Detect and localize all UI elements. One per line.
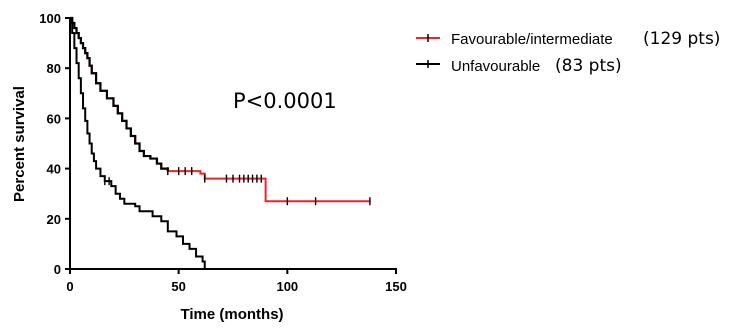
plot-area	[70, 16, 371, 269]
legend-count-favourable: (129 pts)	[643, 29, 720, 49]
y-tick-label-20: 20	[47, 212, 61, 227]
x-tick-label-100: 100	[276, 279, 298, 294]
y-axis-title: Percent survival	[11, 86, 28, 202]
x-tick-label-0: 0	[66, 279, 73, 294]
legend-entry-unfavourable: Unfavourable (83 pts)	[416, 56, 622, 76]
x-tick-label-50: 50	[171, 279, 185, 294]
legend-count-unfavourable: (83 pts)	[555, 56, 622, 76]
y-tick-label-0: 0	[54, 262, 61, 277]
axes: 0 20 40 60 80 100 0 50 100 150	[39, 11, 407, 294]
x-tick-label-150: 150	[385, 279, 407, 294]
y-tick-label-100: 100	[39, 11, 61, 26]
y-tick-label-40: 40	[47, 162, 61, 177]
p-value-annotation: P<0.0001	[233, 89, 337, 113]
y-tick-label-80: 80	[47, 61, 61, 76]
y-tick-label-60: 60	[47, 111, 61, 126]
survival-curve-unfavourable	[70, 17, 206, 269]
survival-curve-favourable-early-segment	[70, 16, 169, 172]
x-axis-title: Time (months)	[180, 306, 283, 323]
legend: Favourable/intermediate (129 pts) Unfavo…	[416, 29, 720, 76]
legend-label-favourable: Favourable/intermediate	[451, 31, 613, 48]
legend-entry-favourable: Favourable/intermediate (129 pts)	[416, 29, 720, 49]
legend-label-unfavourable: Unfavourable	[451, 58, 540, 75]
